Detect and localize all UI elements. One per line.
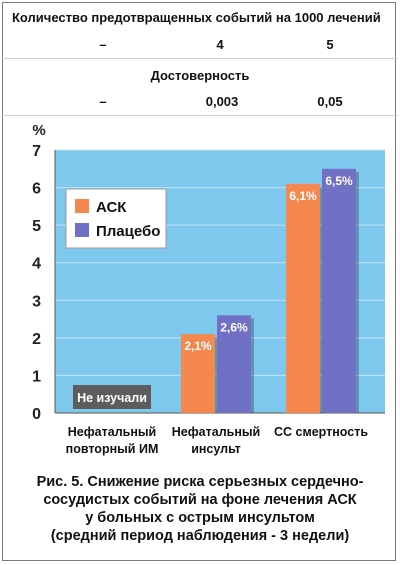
significance-value-1: – [99, 94, 107, 109]
events-value-1: – [99, 37, 107, 52]
legend-swatch [75, 199, 89, 213]
caption-line: сосудистых событий на фоне лечения АСК [43, 492, 357, 508]
header-divider-2 [2, 115, 398, 116]
legend-label: АСК [96, 199, 127, 216]
events-value-2: 4 [216, 37, 224, 52]
legend-swatch [75, 223, 89, 237]
y-tick-label: 2 [32, 331, 41, 348]
header-divider [2, 58, 398, 59]
caption-line: Рис. 5. Снижение риска серьезных сердечн… [36, 474, 364, 490]
bar-placebo [217, 315, 251, 413]
y-tick-label: 7 [32, 143, 41, 160]
legend-box [65, 188, 167, 249]
data-label: 6,5% [325, 174, 353, 188]
events-title: Количество предотвращенных событий на 10… [12, 10, 381, 25]
y-tick-label: 5 [32, 218, 41, 235]
legend-label: Плацебо [96, 223, 160, 240]
y-tick-label: 4 [32, 256, 41, 273]
bar-ask [286, 183, 320, 413]
x-category-label: СС смертность [274, 425, 368, 439]
y-tick-label: 1 [32, 368, 41, 385]
x-category-label: Нефатальный [172, 425, 260, 439]
significance-value-3: 0,05 [317, 94, 343, 109]
x-category-label: Нефатальный [68, 425, 156, 439]
significance-value-2: 0,003 [205, 94, 239, 109]
bar-placebo [322, 168, 356, 413]
caption-line: (средний период наблюдения - 3 недели) [50, 528, 350, 544]
not-studied-label: Не изучали [77, 391, 147, 405]
bar-ask [181, 334, 215, 413]
figure-frame [2, 2, 396, 561]
data-label: 2,6% [220, 320, 248, 334]
y-axis-label: % [32, 122, 45, 139]
y-tick-label: 0 [32, 406, 41, 423]
y-tick-label: 3 [32, 293, 41, 310]
y-tick-label: 6 [32, 181, 41, 198]
significance-title: Достоверность [150, 68, 250, 83]
events-value-3: 5 [326, 37, 334, 52]
figure-caption: Рис. 5. Снижение риска серьезных сердечн… [0, 473, 400, 545]
x-category-label: повторный ИМ [66, 442, 159, 456]
data-label: 2,1% [184, 339, 212, 353]
x-category-label: инсульт [191, 442, 241, 456]
bar-chart: 0 1 2 3 4 5 6 7% Нефатальный повторный ИМ 2,1% 2,6%… [32, 122, 385, 456]
not-studied-badge [73, 385, 151, 409]
caption-line: у больных с острым инсультом [85, 510, 315, 526]
data-label: 6,1% [289, 189, 317, 203]
